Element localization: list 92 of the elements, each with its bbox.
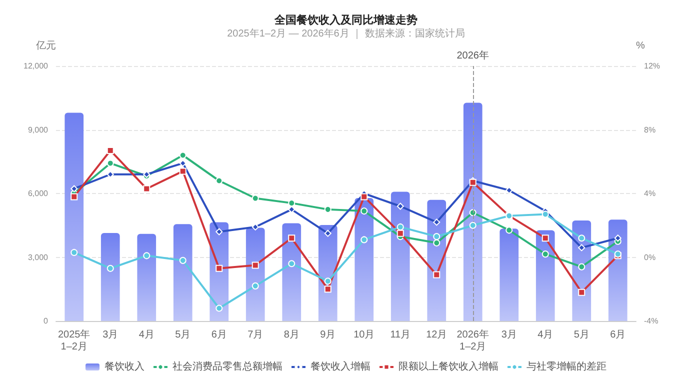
point	[324, 278, 332, 285]
bar	[173, 224, 192, 321]
point	[288, 234, 296, 242]
point	[469, 222, 476, 229]
point	[578, 263, 586, 270]
point	[288, 260, 296, 268]
point	[179, 168, 186, 175]
y2-tick-label: 4%	[644, 189, 656, 198]
x-tick-label: 4月	[138, 330, 154, 340]
point	[542, 234, 549, 242]
bar	[536, 230, 555, 321]
x-tick-label: 9月	[320, 330, 336, 340]
bar	[354, 198, 374, 321]
y2-tick-label: -4%	[644, 316, 658, 326]
x-tick-label: 2025年 1–2月	[58, 328, 90, 352]
bar	[246, 228, 265, 321]
point	[324, 206, 332, 213]
y-tick-label: 6,000	[28, 189, 49, 198]
bar	[500, 228, 519, 321]
chart-title: 全国餐饮收入及同比增速走势	[274, 14, 418, 26]
point	[216, 177, 223, 184]
point	[360, 193, 368, 200]
point	[578, 234, 586, 242]
y-axis-title: 亿元	[35, 40, 56, 52]
y2-tick-label: 8%	[644, 125, 656, 134]
point	[506, 226, 513, 234]
x-tick-label: 8月	[284, 330, 300, 340]
point	[252, 262, 259, 269]
point	[106, 160, 114, 167]
y-tick-label: 3,000	[28, 252, 49, 262]
point	[614, 234, 622, 242]
point	[106, 264, 114, 272]
point	[542, 250, 549, 258]
point	[252, 282, 259, 290]
x-tick-label: 6月	[610, 330, 626, 340]
y-tick-label: 9,000	[28, 125, 49, 134]
x-tick-label: 6月	[211, 330, 227, 340]
x-tick-label: 5月	[574, 330, 590, 340]
x-tick-label: 10月	[354, 330, 375, 340]
point	[179, 152, 186, 159]
legend-label: 餐饮收入增幅	[310, 360, 370, 372]
point	[288, 206, 296, 213]
x-tick-label: 7月	[248, 330, 264, 340]
point	[396, 202, 404, 210]
point	[179, 256, 186, 264]
chart-subtitle: 2025年1–2月 — 2026年6月 ｜ 数据来源：国家统计局	[227, 28, 465, 40]
bar	[390, 192, 410, 321]
y-tick-label: 12,000	[24, 62, 49, 70]
x-tick-label: 4月	[538, 330, 554, 340]
point	[578, 244, 586, 252]
x-tick-label: 11月	[390, 330, 411, 340]
y2-tick-label: 12%	[644, 62, 660, 70]
bar	[137, 234, 156, 321]
y2-tick-label: 0%	[644, 252, 656, 262]
point	[143, 185, 150, 192]
x-tick-label: 3月	[102, 330, 118, 340]
x-tick-label: 12月	[426, 330, 448, 340]
bar	[608, 220, 628, 321]
point	[216, 228, 223, 236]
legend-label: 与社零增幅的差距	[526, 360, 606, 372]
bar	[282, 223, 302, 321]
point	[252, 194, 259, 202]
point	[216, 264, 223, 272]
x-tick-label: 2026年 1–2月	[456, 328, 489, 352]
x-tick-label: 5月	[175, 330, 191, 340]
point	[433, 239, 440, 246]
point	[433, 271, 440, 278]
point	[216, 304, 223, 312]
y-tick-label: 0	[44, 316, 49, 326]
point	[70, 248, 78, 256]
point	[70, 185, 78, 192]
point	[396, 230, 404, 237]
point	[360, 236, 368, 244]
legend-label: 餐饮收入	[104, 360, 144, 372]
point	[143, 252, 150, 260]
point	[433, 218, 440, 226]
point	[70, 193, 78, 200]
point	[433, 233, 440, 240]
legend-label: 社会消费品零售总额增幅	[172, 360, 282, 372]
point	[324, 230, 332, 237]
bar	[64, 112, 84, 321]
point	[578, 288, 586, 296]
ref-line-label: 2026年	[456, 50, 489, 62]
point	[288, 200, 296, 207]
x-tick-label: 3月	[501, 330, 517, 340]
point	[542, 210, 549, 218]
point	[396, 223, 404, 230]
bar	[100, 233, 120, 321]
point	[324, 286, 332, 293]
y2-axis-title: %	[636, 40, 645, 52]
legend-label: 限额以上餐饮收入增幅	[398, 360, 498, 372]
point	[360, 208, 368, 215]
